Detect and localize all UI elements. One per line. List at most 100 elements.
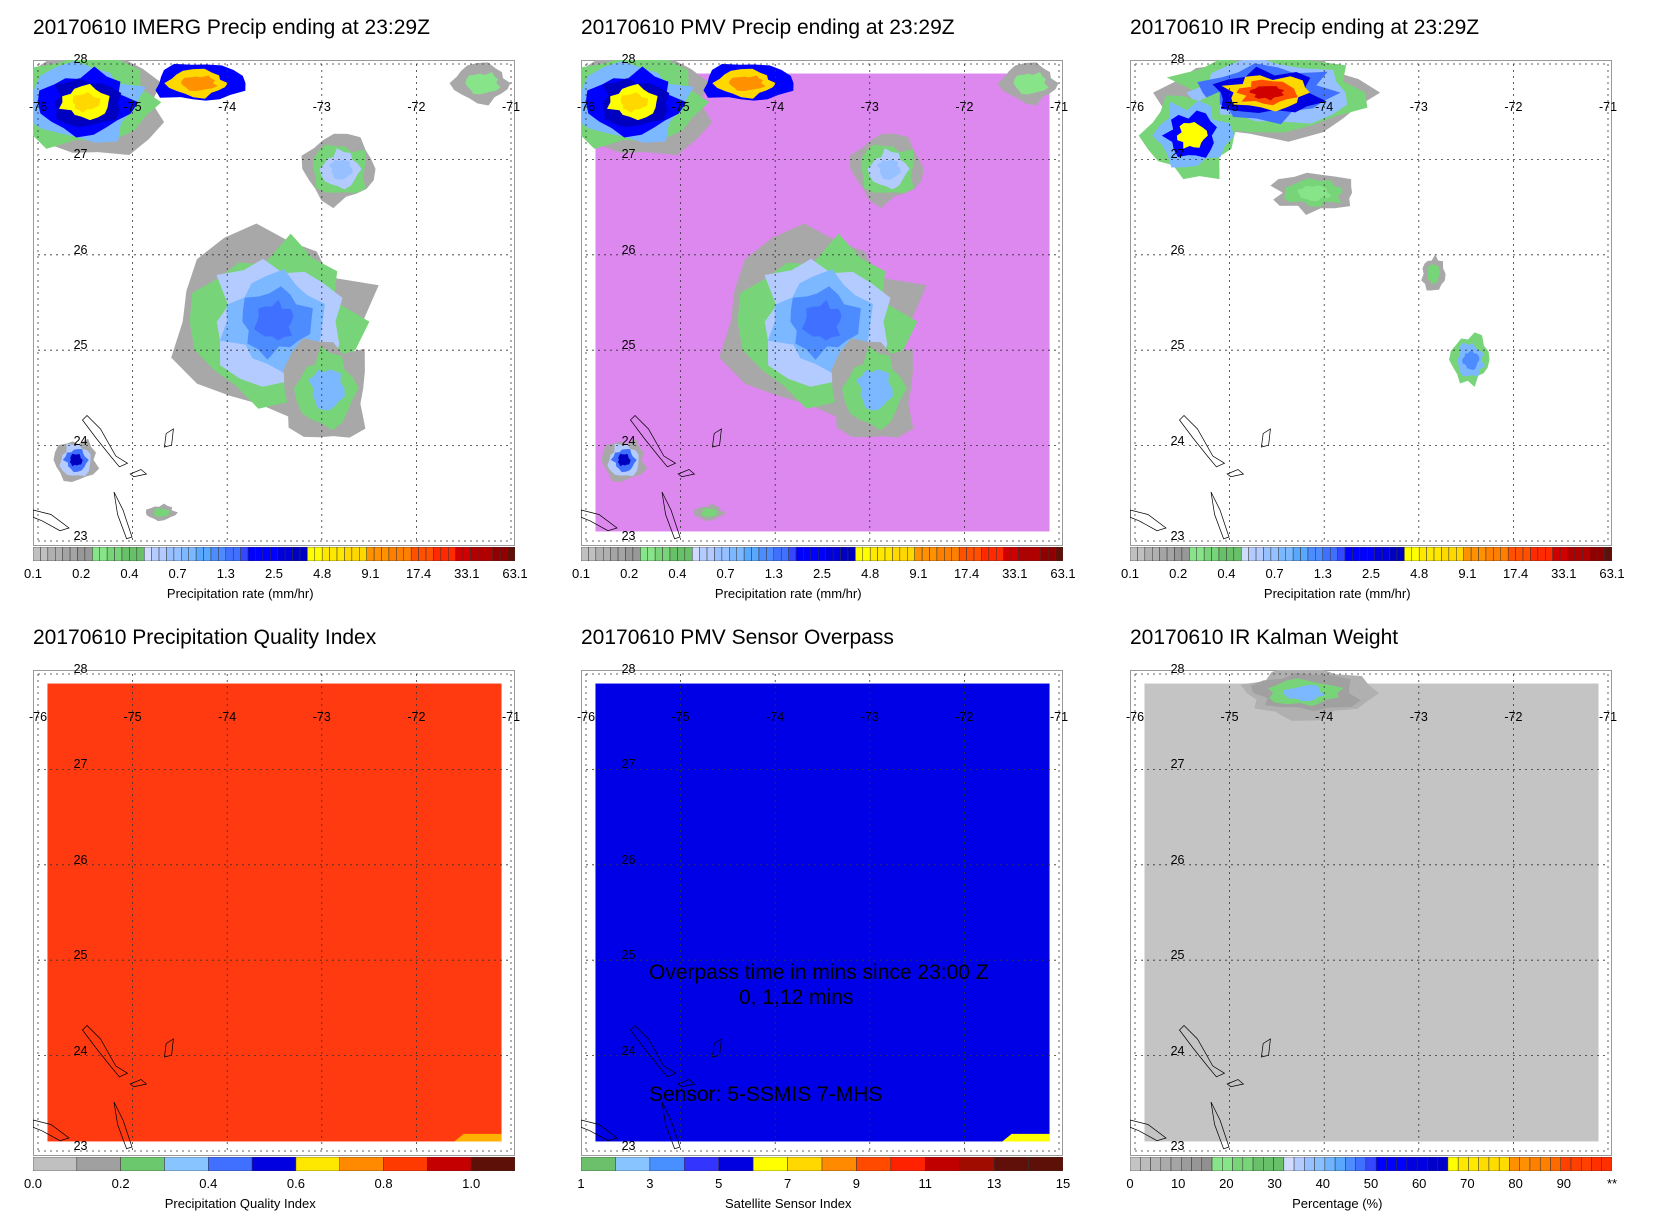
colorbar-cell [62, 547, 71, 561]
lon-label: -75 [123, 99, 142, 114]
colorbar-cell [1181, 1157, 1192, 1171]
colorbar-cell [1130, 1157, 1141, 1171]
colorbar-tick-label: 0 [1126, 1176, 1134, 1191]
colorbar-cell [1252, 1157, 1264, 1171]
colorbar-cell [1283, 1157, 1295, 1171]
map-panel-sensor: -76 -75 -74 -73 -72 -71 28 27 26 25 24 23 Overpass t… [577, 662, 1068, 1156]
lat-label: 28 [1170, 52, 1185, 66]
colorbar-cell [959, 1157, 995, 1171]
lat-label: 24 [1170, 433, 1185, 448]
colorbar-cell [1292, 547, 1301, 561]
colorbar-cell [714, 547, 723, 561]
colorbar-tick-label: 3 [646, 1176, 654, 1191]
colorbar-cell [788, 547, 797, 561]
coastline [581, 509, 618, 532]
colorbar-tick-label: 40 [1315, 1176, 1331, 1191]
colorbar-cell [1552, 547, 1561, 561]
lon-label: -74 [1315, 709, 1334, 724]
colorbar-cell [1433, 547, 1442, 561]
map-plot [581, 670, 1063, 1156]
lat-label: 23 [73, 1139, 88, 1153]
colorbar-title: Satellite Sensor Index [725, 1196, 852, 1211]
colorbar-swatches [1130, 1157, 1612, 1171]
colorbar-cell [699, 547, 708, 561]
map-plot [33, 60, 515, 546]
colorbar-cell [1426, 547, 1435, 561]
colorbar-cell [1232, 1157, 1244, 1171]
colorbar-tick-label: 1.3 [216, 566, 235, 581]
lon-label: -75 [671, 709, 690, 724]
colorbar-cell [1189, 547, 1197, 561]
map-plot [1130, 670, 1612, 1156]
colorbar-cell [77, 547, 86, 561]
precip-contour [1282, 684, 1325, 702]
coastline [1130, 1119, 1167, 1142]
colorbar-cell [1522, 547, 1531, 561]
colorbar-cell [1218, 547, 1227, 561]
precip-contour [701, 508, 718, 517]
colorbar-cell [818, 547, 826, 561]
colorbar-swatches [581, 1157, 1063, 1171]
colorbar-cell [433, 547, 442, 561]
colorbar-cell [677, 547, 686, 561]
lon-label: -75 [671, 99, 690, 114]
lat-label: 28 [1170, 662, 1185, 676]
colorbar-cell [1515, 547, 1524, 561]
lon-label: -71 [1598, 709, 1618, 724]
panel-title: 20170610 IR Kalman Weight [1130, 626, 1399, 649]
colorbar-cell [1437, 1157, 1449, 1171]
colorbar-cell [240, 547, 249, 561]
colorbar-cell [425, 547, 434, 561]
colorbar-tick-label: 1.0 [462, 1176, 481, 1191]
colorbar-tick-label: 0.2 [1169, 566, 1188, 581]
precip-contour [465, 72, 501, 95]
lon-label: -72 [955, 99, 974, 114]
precip-contour [69, 453, 83, 467]
colorbar-cell [410, 547, 419, 561]
colorbar-cell [1273, 1157, 1285, 1171]
colorbar-cell [1545, 547, 1553, 561]
panel-title: 20170610 PMV Sensor Overpass [581, 626, 894, 649]
colorbar-cell [1537, 547, 1546, 561]
lat-label: 27 [73, 757, 88, 772]
coastline [661, 491, 681, 540]
colorbar-cell [507, 547, 515, 561]
colorbar-cell [1589, 547, 1598, 561]
precip-contour [1297, 185, 1332, 201]
colorbar-cell [1263, 547, 1272, 561]
colorbar-cell [1222, 1157, 1233, 1171]
colorbar-cell [988, 547, 997, 561]
colorbar-tick-label: 17.4 [953, 566, 980, 581]
colorbar-cell [151, 547, 160, 561]
colorbar-tick-label: 30 [1267, 1176, 1282, 1191]
precip-contour [876, 159, 901, 180]
colorbar-cell [403, 547, 412, 561]
colorbar-cell [1500, 547, 1509, 561]
colorbar-tick-label: 63.1 [1599, 566, 1625, 581]
coastline [677, 469, 696, 478]
coastline [113, 1101, 133, 1150]
lon-label: -74 [1315, 99, 1334, 114]
overpass-line3: Sensor: 5-SSMIS 7-MHS [649, 1083, 883, 1106]
colorbar-tick-label: 0.4 [1217, 566, 1236, 581]
colorbar-precip [1130, 547, 1612, 561]
colorbar-cell [1233, 547, 1242, 561]
colorbar-tick-label: 0.2 [72, 566, 91, 581]
colorbar-cell [181, 547, 189, 561]
colorbar-cell [1211, 1157, 1223, 1171]
colorbar-cell [1411, 547, 1420, 561]
lon-label: -72 [955, 709, 974, 724]
colorbar-cell [840, 547, 849, 561]
colorbar-cell [1582, 547, 1591, 561]
colorbar-cell [262, 547, 271, 561]
colorbar-cell [314, 547, 323, 561]
colorbar-cell [869, 547, 878, 561]
lat-label: 24 [73, 1043, 88, 1058]
colorbar-tick-label: 0.7 [1265, 566, 1284, 581]
coastline [82, 1024, 129, 1078]
field-corner [1002, 1133, 1050, 1142]
colorbar-cell [729, 547, 737, 561]
colorbar-cell [1352, 547, 1361, 561]
colorbar-cell [1485, 547, 1494, 561]
colorbar-tick-label: 0.2 [620, 566, 639, 581]
